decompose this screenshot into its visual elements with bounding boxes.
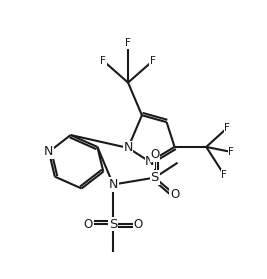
Text: F: F — [224, 123, 230, 133]
Text: S: S — [151, 171, 159, 184]
Text: F: F — [221, 170, 227, 180]
Text: F: F — [150, 56, 156, 66]
Text: S: S — [109, 218, 117, 231]
Text: F: F — [125, 38, 131, 48]
Text: F: F — [228, 147, 234, 157]
Text: N: N — [145, 155, 155, 168]
Text: O: O — [170, 188, 179, 201]
Text: N: N — [44, 145, 54, 158]
Text: F: F — [100, 56, 106, 66]
Text: O: O — [150, 148, 159, 161]
Text: N: N — [123, 141, 133, 154]
Text: O: O — [84, 218, 93, 231]
Text: N: N — [108, 178, 118, 191]
Text: O: O — [133, 218, 143, 231]
